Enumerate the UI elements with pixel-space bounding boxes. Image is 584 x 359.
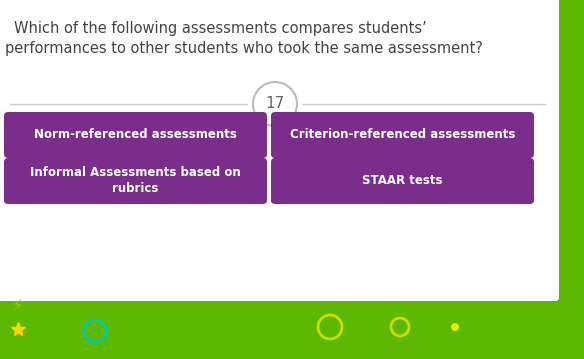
FancyBboxPatch shape [271, 158, 534, 204]
Text: STAAR tests: STAAR tests [362, 174, 443, 187]
FancyBboxPatch shape [0, 0, 559, 301]
Circle shape [253, 82, 297, 126]
FancyBboxPatch shape [4, 158, 267, 204]
Text: ⚡: ⚡ [12, 297, 23, 315]
Text: performances to other students who took the same assessment?: performances to other students who took … [5, 41, 483, 56]
Text: Criterion-referenced assessments: Criterion-referenced assessments [290, 129, 515, 141]
Circle shape [451, 323, 459, 331]
Text: Which of the following assessments compares students’: Which of the following assessments compa… [14, 21, 427, 36]
Text: Informal Assessments based on
rubrics: Informal Assessments based on rubrics [30, 167, 241, 196]
Text: 17: 17 [265, 97, 284, 112]
FancyBboxPatch shape [4, 112, 267, 158]
FancyBboxPatch shape [271, 112, 534, 158]
Text: Norm-referenced assessments: Norm-referenced assessments [34, 129, 237, 141]
